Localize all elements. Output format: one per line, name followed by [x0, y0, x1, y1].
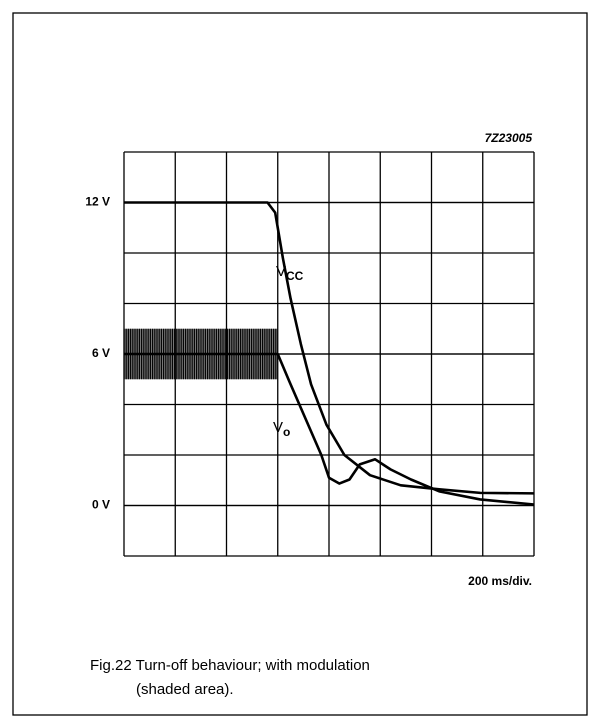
series-label: VCC	[276, 263, 304, 283]
caption: Fig.22 Turn-off behaviour; with modulati…	[90, 657, 370, 674]
series-name: V	[276, 263, 286, 280]
figure-code: 7Z23005	[485, 131, 533, 145]
y-tick-label: 6 V	[92, 346, 110, 360]
y-tick-label: 0 V	[92, 498, 110, 512]
series-name: V	[273, 419, 283, 436]
series-subscript: CC	[286, 269, 304, 283]
x-axis-label: 200 ms/div.	[468, 574, 532, 588]
series-subscript: o	[283, 425, 290, 439]
y-tick-label: 12 V	[85, 195, 110, 209]
figure-border	[12, 12, 588, 716]
series-label: Vo	[273, 419, 290, 439]
series-line	[124, 352, 535, 506]
caption: (shaded area).	[136, 681, 234, 698]
